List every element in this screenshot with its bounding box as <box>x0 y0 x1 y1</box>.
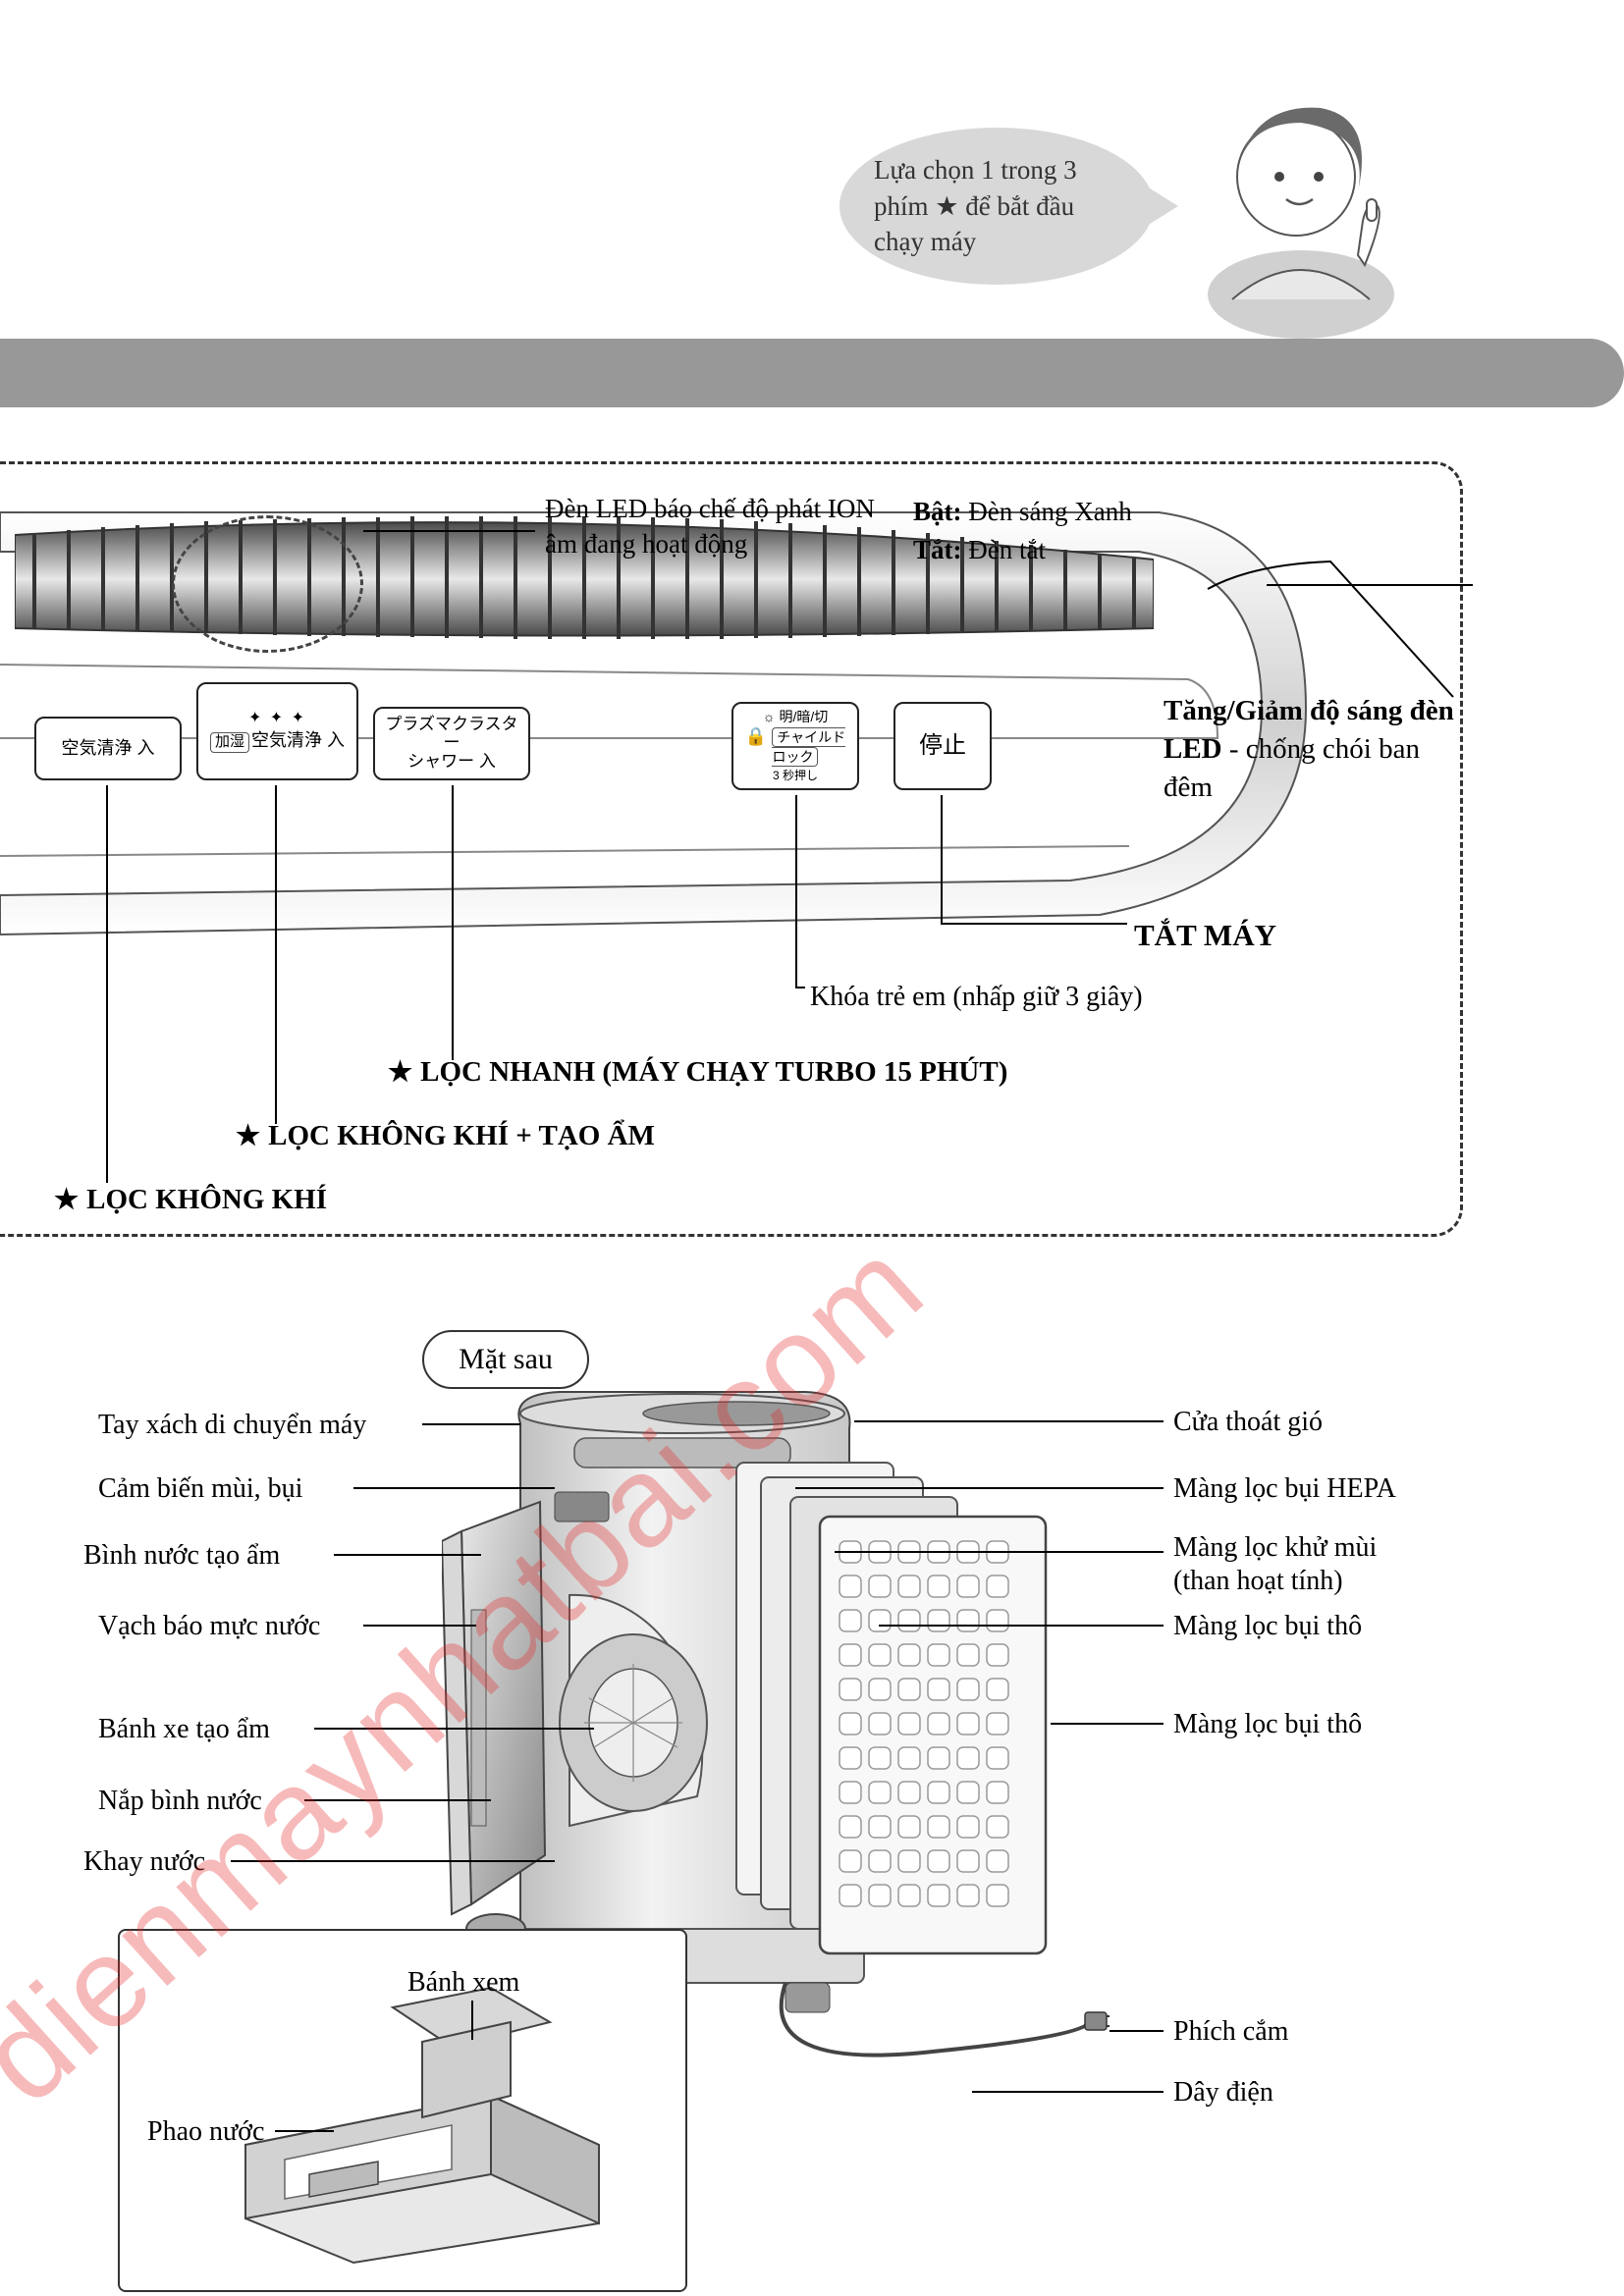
lbl-float: Phao nước <box>147 2115 264 2149</box>
divider-band <box>0 339 1624 407</box>
ion-icon: ✦ ✦ ✦ <box>248 710 306 727</box>
leader-line <box>471 2001 473 2040</box>
led-off-label: Tắt: <box>913 535 962 564</box>
btn-air-clean[interactable]: 空気清浄 入 <box>34 717 182 780</box>
leader-line <box>106 785 108 1183</box>
btn-humidify-clean[interactable]: ✦ ✦ ✦ 加湿空気清浄 入 <box>196 682 358 780</box>
lbl-deo: Màng lọc khử mùi (than hoạt tính) <box>1173 1531 1377 1597</box>
btn-light-row: ☼ 明/暗/切 <box>763 710 829 724</box>
leader-line <box>275 2130 334 2132</box>
lbl-outlet: Cửa thoát gió <box>1173 1406 1323 1439</box>
leader-line <box>363 530 535 532</box>
lbl-plug: Phích cắm <box>1173 2015 1288 2049</box>
led-on-label: Bật: <box>913 497 962 526</box>
lbl-sensor: Cảm biến mùi, bụi <box>98 1472 302 1506</box>
rear-title: Mặt sau <box>422 1330 589 1389</box>
label-purify-text: LỌC KHÔNG KHÍ <box>86 1184 327 1215</box>
lbl-level: Vạch báo mực nước <box>98 1610 320 1643</box>
lbl-deo-l2: (than hoạt tính) <box>1173 1566 1343 1596</box>
lbl-tray: Khay nước <box>83 1845 205 1879</box>
leader-line <box>972 2091 1164 2093</box>
led-desc-text: Đèn LED báo chế độ phát ION âm đang hoạt… <box>545 491 879 562</box>
lbl-handle: Tay xách di chuyển máy <box>98 1409 366 1442</box>
leader-line <box>795 1487 1164 1489</box>
leader-line <box>304 1799 491 1801</box>
speech-bubble: Lựa chọn 1 trong 3 phím ★ để bắt đầu chạ… <box>839 128 1154 285</box>
label-off: TẮT MÁY <box>1134 918 1276 953</box>
inset-illustration <box>137 1949 668 2272</box>
label-humidify-text: LỌC KHÔNG KHÍ + TẠO ẨM <box>268 1120 655 1151</box>
lbl-coarse2: Màng lọc bụi thô <box>1173 1708 1362 1741</box>
leader-line <box>1051 1723 1164 1725</box>
leader-line <box>835 1551 1164 1553</box>
label-childlock: Khóa trẻ em (nhấp giữ 3 giây) <box>810 982 1143 1013</box>
leader-line <box>353 1487 555 1489</box>
star-icon: ★ <box>236 1119 260 1152</box>
lbl-wheel: Bánh xe tạo ẩm <box>98 1713 270 1746</box>
led-state-text: Bật: Đèn sáng Xanh Tắt: Đèn tắt <box>913 493 1132 569</box>
ion-led-highlight <box>172 515 363 653</box>
lbl-deo-l1: Màng lọc khử mùi <box>1173 1532 1377 1563</box>
lbl-tank: Bình nước tạo ẩm <box>83 1539 280 1573</box>
leader-line <box>422 1423 520 1425</box>
bubble-text: Lựa chọn 1 trong 3 phím ★ để bắt đầu chạ… <box>874 152 1119 259</box>
leader-line <box>334 1554 481 1556</box>
leader-line <box>795 987 805 988</box>
btn-humidify-main: 空気清浄 入 <box>251 730 345 750</box>
lbl-roller: Bánh xem <box>407 1966 519 2000</box>
lbl-cord: Dây điện <box>1173 2076 1273 2109</box>
btn-plasma-shower[interactable]: プラズマクラスター シャワー 入 <box>373 707 530 780</box>
btn-stop[interactable]: 停止 <box>893 702 992 790</box>
label-humidify: ★ LỌC KHÔNG KHÍ + TẠO ẨM <box>236 1119 655 1152</box>
led-off-value: Đèn tắt <box>968 535 1046 564</box>
label-turbo: ★LỌC NHANH (MÁY CHẠY TURBO 15 PHÚT) <box>388 1055 1007 1089</box>
character-illustration <box>1173 83 1429 339</box>
leader-line <box>314 1728 594 1730</box>
leader-line <box>1110 2030 1164 2032</box>
btn-hold-hint: 3 秒押し <box>773 770 818 782</box>
btn-light-childlock[interactable]: ☼ 明/暗/切 🔒 チャイルド ロック 3 秒押し <box>731 702 859 790</box>
leader-line <box>941 795 943 923</box>
label-purify: ★LỌC KHÔNG KHÍ <box>54 1183 327 1216</box>
lbl-hepa: Màng lọc bụi HEPA <box>1173 1472 1396 1506</box>
lbl-coarse1: Màng lọc bụi thô <box>1173 1610 1362 1643</box>
leader-line <box>363 1625 476 1627</box>
leader-line <box>795 795 797 987</box>
led-on-value: Đèn sáng Xanh <box>968 497 1131 526</box>
leader-line <box>854 1420 1164 1422</box>
leader-line <box>941 923 1127 925</box>
leader-line <box>452 785 454 1060</box>
star-icon: ★ <box>54 1183 79 1216</box>
lbl-cap: Nắp bình nước <box>98 1785 262 1818</box>
label-brightness: Tăng/Giảm độ sáng đèn LED - chống chói b… <box>1164 692 1458 807</box>
leader-line <box>275 785 277 1124</box>
label-turbo-text: LỌC NHANH (MÁY CHẠY TURBO 15 PHÚT) <box>420 1056 1007 1088</box>
star-icon: ★ <box>388 1055 412 1089</box>
btn-humidify-sub: 加湿 <box>210 732 249 753</box>
btn-childlock: チャイルド ロック <box>772 727 845 767</box>
leader-line <box>879 1625 1164 1627</box>
leader-line <box>231 1860 555 1862</box>
